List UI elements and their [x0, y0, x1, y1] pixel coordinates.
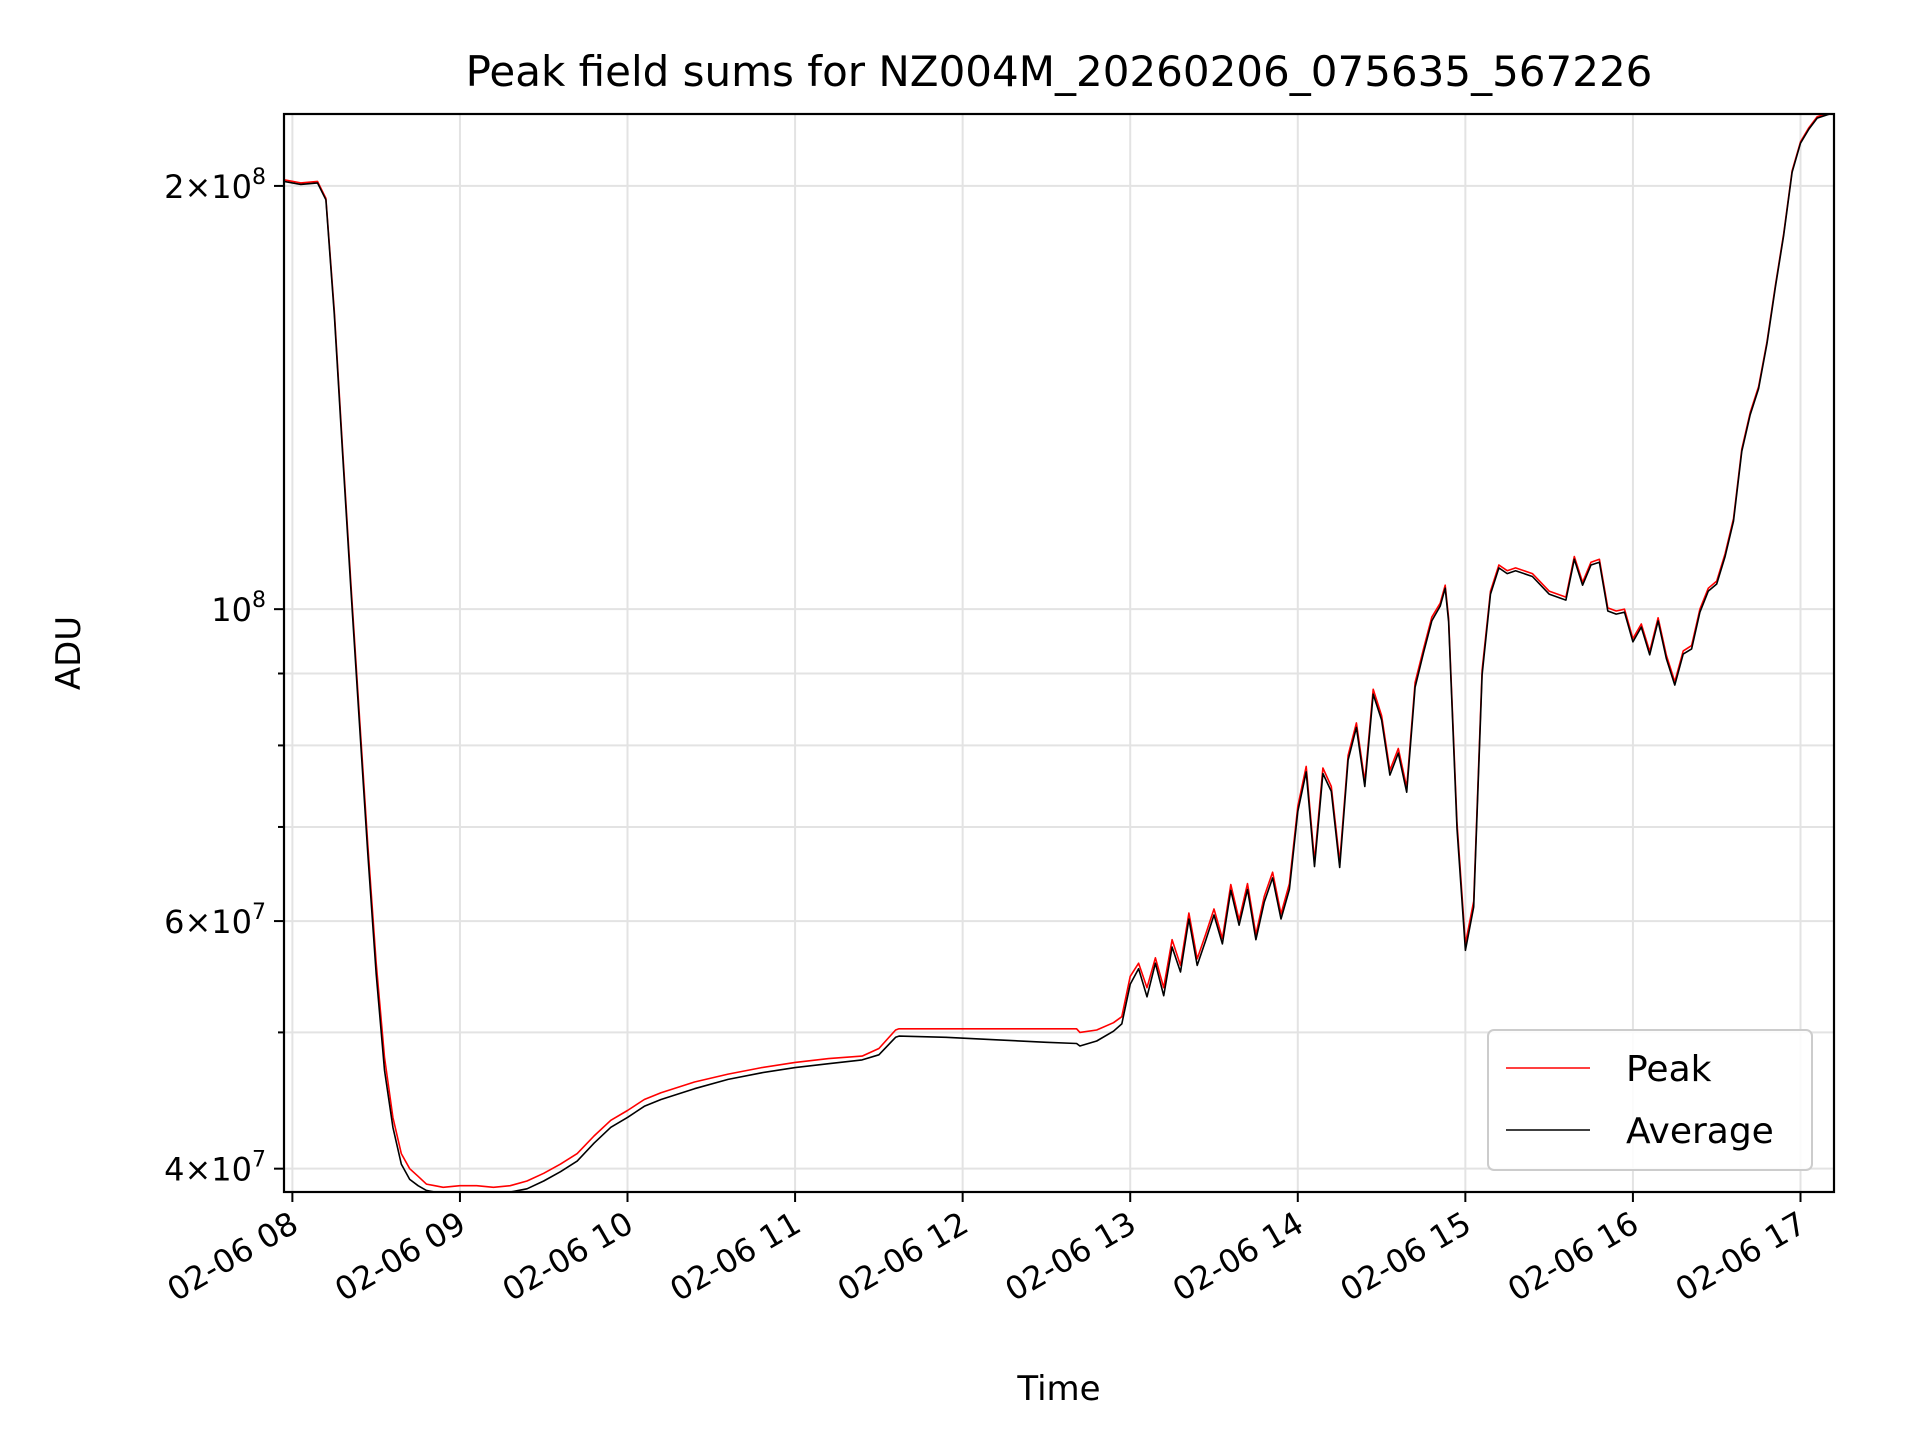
y-tick-label: 4×107 [164, 1148, 266, 1189]
series-line-average [284, 114, 1833, 1192]
y-tick-mantissa: 2×10 [164, 168, 252, 206]
y-tick-exponent: 8 [252, 165, 266, 190]
legend-label-peak: Peak [1626, 1049, 1712, 1090]
plot-frame [282, 112, 1836, 1194]
y-tick-label: 2×108 [164, 165, 266, 206]
series-layer [284, 114, 1833, 1192]
legend: Peak Average [1487, 1029, 1813, 1171]
y-axis-label: ADU [49, 616, 89, 690]
y-tick-mantissa: 10 [211, 591, 252, 629]
y-tick-label: 108 [211, 588, 266, 629]
y-tick-exponent: 7 [252, 900, 266, 925]
legend-label-average: Average [1626, 1111, 1774, 1152]
y-tick-mantissa: 6×10 [164, 903, 252, 941]
chart-title: Peak field sums for NZ004M_20260206_0756… [466, 47, 1653, 96]
series-line-peak [284, 114, 1829, 1189]
legend-box [1487, 1029, 1813, 1171]
x-axis-label: Time [1016, 1369, 1100, 1409]
y-tick-exponent: 7 [252, 1148, 266, 1173]
y-tick-label: 6×107 [164, 900, 266, 941]
y-tick-mantissa: 4×10 [164, 1151, 252, 1189]
y-tick-exponent: 8 [252, 588, 266, 613]
